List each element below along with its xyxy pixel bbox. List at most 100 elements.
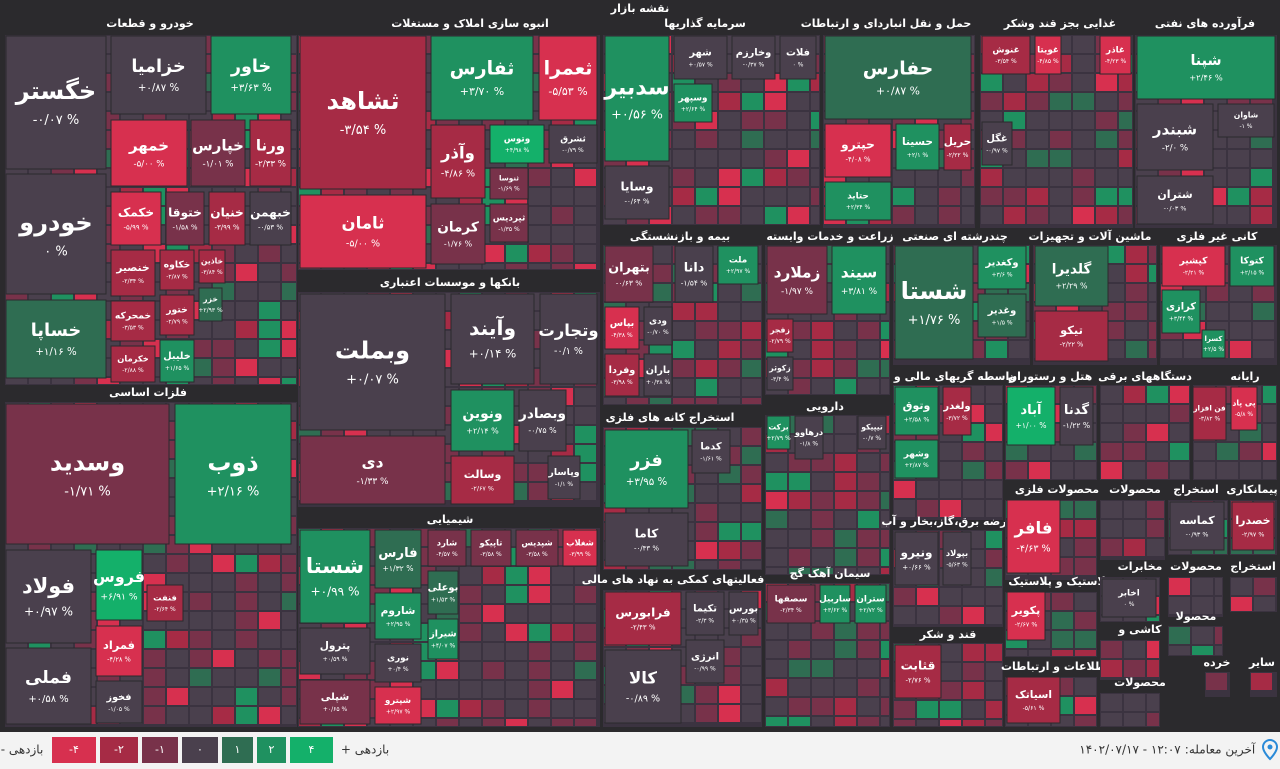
filler-tile	[552, 624, 573, 641]
filler-tile	[986, 550, 1002, 567]
tile-box	[1101, 578, 1157, 618]
tile-box	[515, 529, 559, 567]
filler-tile	[552, 719, 573, 726]
filler-tile	[650, 265, 671, 282]
filler-tile	[167, 555, 188, 572]
tile-name: تاپیکو	[479, 538, 503, 549]
filler-tile	[812, 549, 833, 566]
filler-tile	[1052, 593, 1073, 610]
filler-tile	[167, 707, 188, 724]
stock-tile: ورنا -۲/۳۳ %	[249, 119, 292, 187]
tile-name: وسدید	[50, 449, 125, 477]
filler-tile	[529, 567, 550, 584]
tile-change: -۱/۰۱ %	[203, 160, 234, 170]
filler-tile	[858, 549, 879, 566]
tile-change: +۰/۰۷ %	[346, 373, 399, 388]
tile-name: خبهمن	[250, 205, 291, 219]
stock-tile: درهاوو -۱/۸ %	[794, 415, 824, 460]
tile-change: +۰/۳۵ %	[731, 617, 756, 624]
filler-tile	[1170, 443, 1189, 460]
filler-tile	[765, 93, 786, 110]
sector: استخراج	[1230, 560, 1277, 612]
tile-name: پی پاد	[1232, 399, 1255, 408]
tile-change: +۶/۹۱ %	[100, 591, 137, 602]
filler-tile	[575, 407, 596, 424]
filler-tile	[552, 681, 573, 698]
tile-change: +۲/۱۶ %	[207, 485, 260, 500]
filler-tile	[789, 530, 810, 547]
tile-name: وخارزم	[736, 48, 772, 59]
tile-box	[981, 121, 1013, 166]
filler-tile	[167, 650, 188, 667]
filler-tile	[460, 643, 481, 660]
filler-tile	[604, 398, 625, 404]
filler-tile	[963, 644, 984, 661]
filler-tile	[835, 698, 856, 715]
tile-box	[673, 35, 728, 80]
sector-title: سیمان آهک گچ	[790, 566, 871, 580]
filler-tile	[881, 568, 889, 574]
filler-tile	[213, 669, 234, 686]
tile-change: -۳/۵۸ %	[480, 551, 502, 558]
tile-name: خنصیر	[115, 262, 149, 274]
filler-tile	[986, 607, 1002, 624]
filler-tile	[552, 567, 573, 584]
filler-tile	[858, 679, 879, 696]
stock-tile: بورس +۰/۳۵ %	[728, 591, 759, 636]
filler-tile	[1231, 597, 1252, 611]
filler-tile	[742, 379, 761, 396]
filler-tile	[719, 93, 740, 110]
filler-tile	[437, 681, 458, 698]
filler-tile	[1228, 207, 1249, 224]
stock-tile: قثابت -۲/۷۶ %	[894, 644, 942, 699]
filler-tile	[6, 378, 27, 384]
tile-name: ستران	[856, 595, 884, 605]
filler-tile	[552, 207, 573, 224]
filler-tile	[986, 588, 1002, 605]
tile-change: -۲/۷۹ %	[166, 318, 188, 325]
stock-tile: خصدرا -۲/۹۷ %	[1231, 501, 1275, 551]
tile-change: +۰/۳۸ %	[646, 379, 671, 386]
filler-tile	[811, 150, 819, 167]
tile-box	[562, 529, 598, 567]
tile-change: -۱/۵۸ %	[172, 223, 197, 232]
filler-tile	[1194, 443, 1215, 460]
filler-tile	[917, 607, 938, 624]
filler-tile	[835, 641, 856, 658]
filler-tile	[766, 622, 787, 639]
filler-tile	[552, 169, 573, 186]
tile-box	[831, 245, 887, 315]
stock-tile: شتران -۰/۰۳ %	[1136, 175, 1214, 225]
filler-tile	[858, 341, 879, 358]
filler-tile	[1207, 284, 1228, 301]
filler-tile	[789, 679, 810, 696]
filler-tile	[981, 74, 1002, 91]
tile-box	[977, 245, 1027, 290]
filler-tile	[916, 207, 937, 224]
tile-name: وتوس	[504, 135, 530, 145]
filler-tile	[835, 679, 856, 696]
stock-tile: ونوین +۲/۱۴ %	[450, 389, 515, 452]
tile-box	[794, 415, 824, 460]
stock-tile: وفردا -۳/۹۸ %	[604, 353, 640, 397]
filler-tile	[1096, 169, 1117, 186]
filler-tile	[1192, 578, 1213, 595]
stock-tile: شپلی +۰/۶۵ %	[299, 679, 371, 725]
filler-tile	[894, 701, 915, 718]
filler-tile	[236, 612, 257, 629]
filler-tile	[144, 631, 165, 648]
sector: فلزات اساسی وسدید -۱/۷۱ % ذوب +۲/۱۶ % فولاد +۰…	[5, 386, 297, 727]
stock-tile: زکوثر -۳/۴ %	[766, 356, 794, 391]
tile-box	[5, 647, 92, 725]
tile-box	[1192, 386, 1227, 441]
tile-change: -۳/۵۳ %	[122, 324, 144, 331]
sector: کاشی و	[1100, 623, 1162, 680]
filler-tile	[460, 624, 481, 641]
tile-change: -۵/۰۰ %	[346, 238, 380, 249]
filler-tile	[282, 555, 296, 572]
filler-tile	[483, 662, 504, 679]
filler-tile	[1251, 207, 1272, 224]
filler-tile	[575, 624, 596, 641]
filler-tile	[1184, 341, 1205, 358]
filler-tile	[236, 593, 257, 610]
